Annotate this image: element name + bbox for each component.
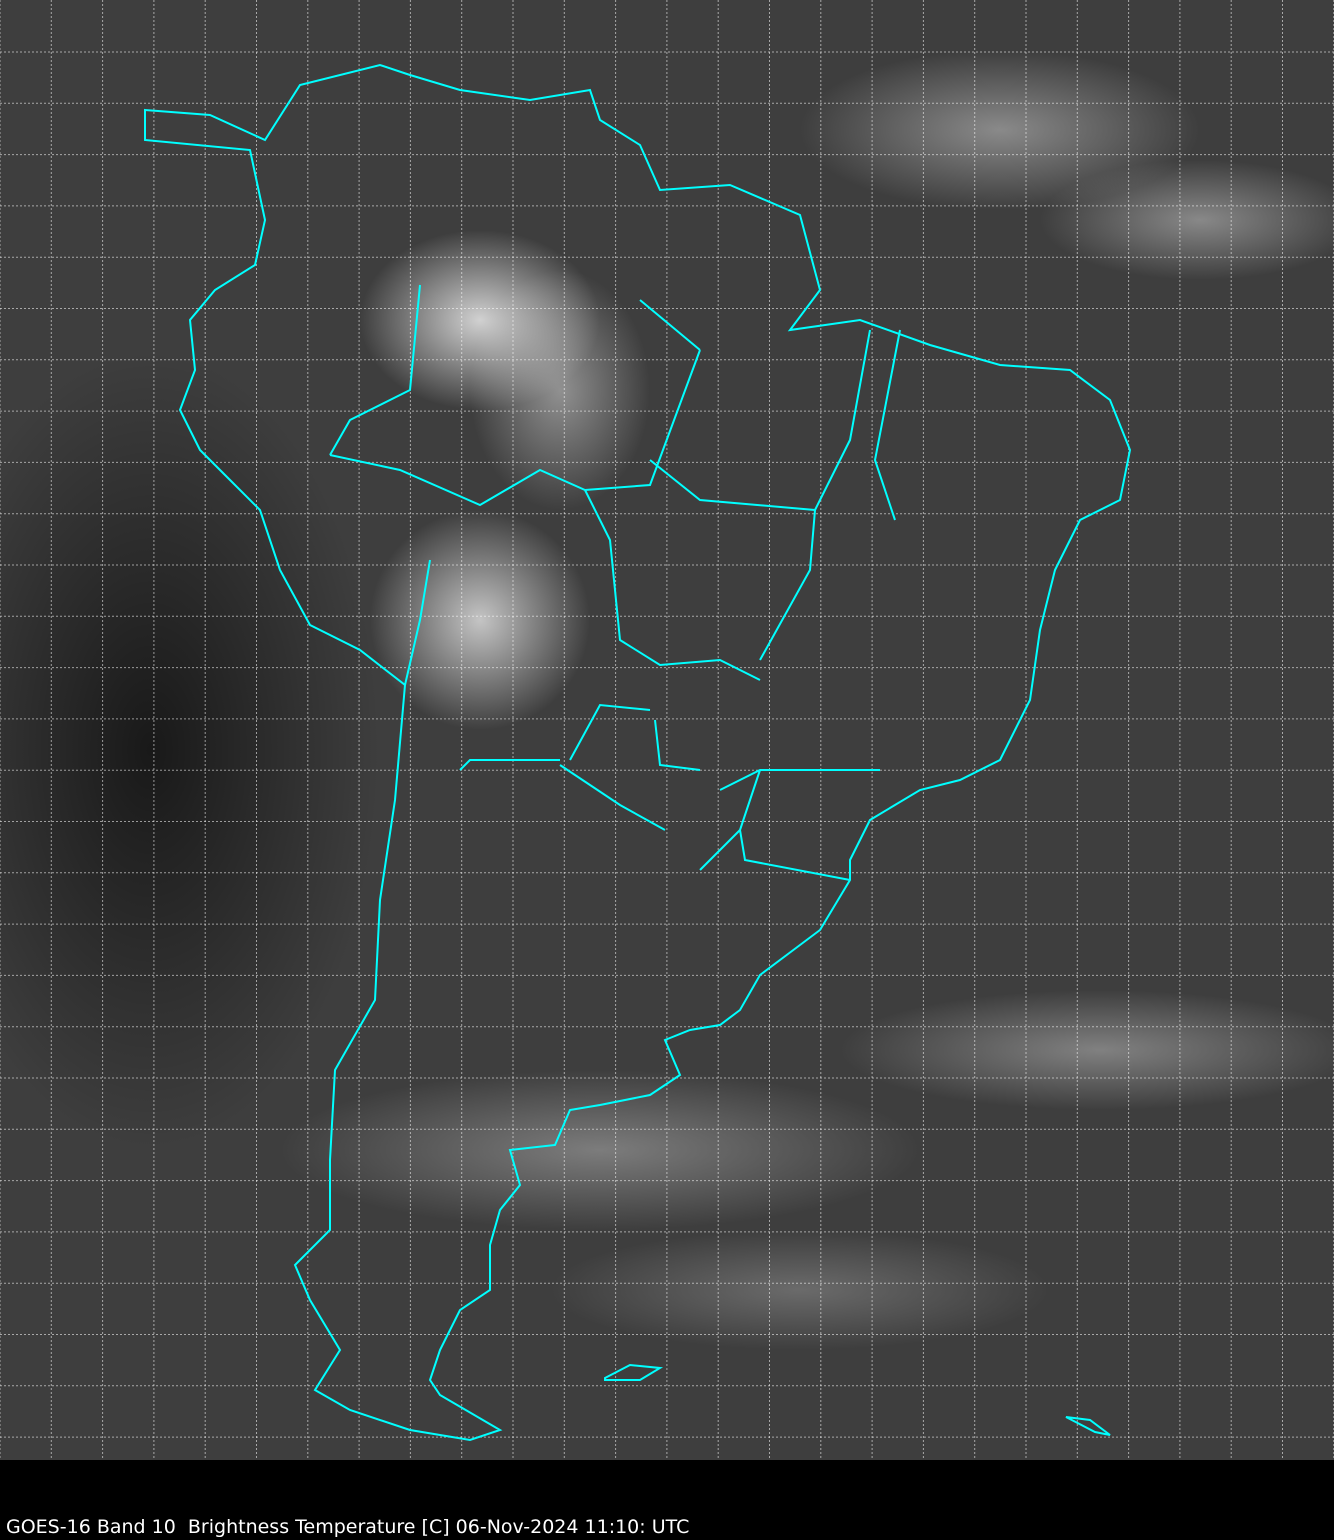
lat-lon-grid xyxy=(0,0,1334,1460)
south-america-coastline xyxy=(144,63,1132,1442)
image-caption: GOES-16 Band 10 Brightness Temperature [… xyxy=(6,1516,690,1538)
falkland-islands xyxy=(604,1363,664,1381)
map-overlay xyxy=(0,0,1334,1460)
internal-borders xyxy=(329,284,901,881)
country-borders xyxy=(144,63,1132,1442)
south-georgia xyxy=(1065,1416,1111,1436)
